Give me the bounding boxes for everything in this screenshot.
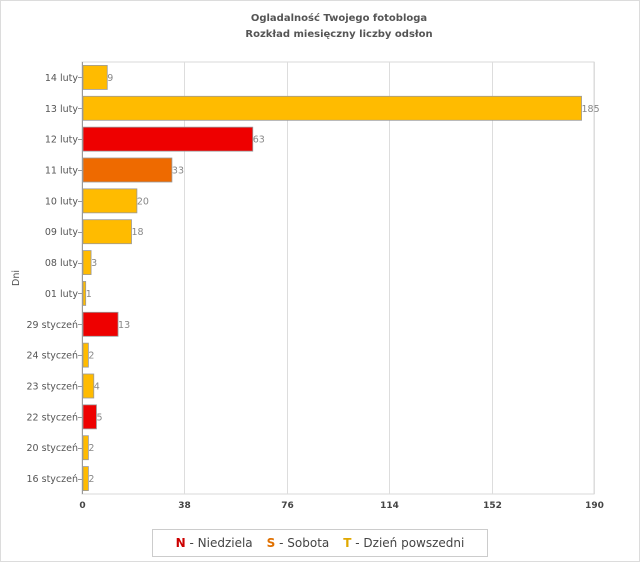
bars-layer xyxy=(82,65,582,491)
data-label: 63 xyxy=(253,135,265,146)
bar xyxy=(82,188,138,214)
bar xyxy=(82,65,108,90)
legend-label: - Dzień powszedni xyxy=(351,536,465,550)
x-tick-label: 114 xyxy=(380,501,399,511)
x-tick-label: 152 xyxy=(483,501,502,511)
category-label: 01 luty xyxy=(45,289,78,300)
category-label: 23 styczeń xyxy=(27,382,78,393)
legend-item: S - Sobota xyxy=(267,536,330,550)
data-label: 13 xyxy=(118,320,130,331)
legend-key: N xyxy=(175,536,186,550)
x-tick-label: 38 xyxy=(178,501,191,511)
legend-key: S xyxy=(266,536,276,550)
chart-subtitle: Rozkład miesięczny liczby odsłon xyxy=(245,29,432,40)
bar xyxy=(82,435,89,461)
x-tick-label: 76 xyxy=(281,501,294,511)
data-label: 9 xyxy=(107,73,113,84)
bar xyxy=(82,311,119,337)
grid-layer xyxy=(78,61,595,495)
data-label: 33 xyxy=(172,166,184,177)
legend: N - Niedziela S - Sobota T - Dzień powszed… xyxy=(152,529,488,557)
category-label: 12 luty xyxy=(45,135,78,146)
category-label: 22 styczeń xyxy=(27,412,78,423)
legend-label: - Sobota xyxy=(275,536,330,550)
data-label: 5 xyxy=(96,412,102,423)
data-label: 185 xyxy=(582,104,600,115)
bar xyxy=(82,281,87,306)
chart-title: Ogladalność Twojego fotobloga xyxy=(251,12,427,24)
category-label: 10 luty xyxy=(45,196,78,207)
bar xyxy=(82,157,173,183)
category-label: 24 styczeń xyxy=(27,351,78,362)
category-label: 11 luty xyxy=(45,166,78,177)
data-label: 18 xyxy=(132,227,144,238)
bar xyxy=(82,466,89,491)
data-label: 2 xyxy=(88,443,94,454)
category-label: 20 styczeń xyxy=(27,443,78,454)
data-label: 20 xyxy=(137,196,149,207)
legend-key: T xyxy=(343,536,352,550)
legend-item: N - Niedziela xyxy=(176,536,253,550)
data-label: 3 xyxy=(91,258,97,269)
data-label: 1 xyxy=(86,289,92,300)
bar xyxy=(82,250,92,275)
category-label: 29 styczeń xyxy=(27,320,78,331)
bar-chart: Ogladalność Twojego fotobloga Rozkład mi… xyxy=(11,12,604,511)
x-tick-label: 0 xyxy=(79,501,85,511)
data-label: 2 xyxy=(88,474,94,485)
category-label: 16 styczeń xyxy=(27,474,78,485)
bar xyxy=(82,219,132,245)
x-tick-label: 190 xyxy=(585,501,604,511)
y-axis-title: Dni xyxy=(11,270,22,286)
bar xyxy=(82,126,254,152)
category-label: 09 luty xyxy=(45,227,78,238)
category-label: 14 luty xyxy=(45,73,78,84)
bar xyxy=(82,373,95,399)
category-label: 13 luty xyxy=(45,104,78,115)
legend-label: - Niedziela xyxy=(185,536,253,550)
data-label: 4 xyxy=(94,382,100,393)
legend-item: T - Dzień powszedni xyxy=(343,536,464,550)
data-label: 2 xyxy=(88,351,94,362)
bar xyxy=(82,404,97,430)
bar xyxy=(82,342,89,368)
bar xyxy=(82,95,582,121)
category-label: 08 luty xyxy=(45,258,78,269)
